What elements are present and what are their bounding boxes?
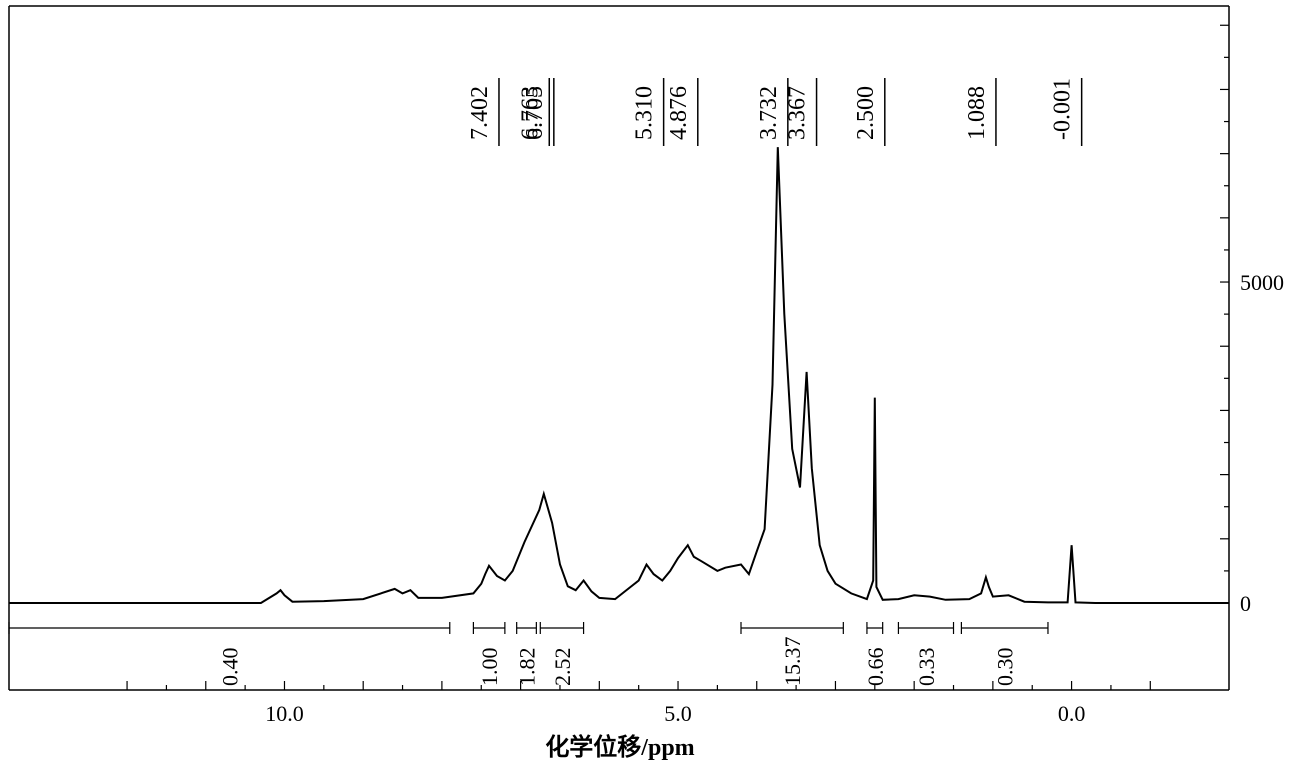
peak-label: 3.732	[756, 86, 782, 140]
x-tick-label: 0.0	[1058, 701, 1086, 726]
y-tick-label: 0	[1240, 591, 1251, 616]
peak-label: 2.500	[853, 86, 879, 140]
integration-value: 2.52	[550, 648, 575, 687]
y-tick-labels: 5000 0	[1240, 270, 1284, 616]
y-minor-ticks	[1220, 24, 1229, 604]
peak-label: 7.402	[467, 86, 493, 140]
x-minor-ticks	[126, 681, 1151, 690]
peak-label: 6.763	[517, 86, 543, 140]
integration-value: 15.37	[780, 637, 805, 687]
integration-value: 0.66	[863, 648, 888, 687]
integration-value: 0.30	[993, 647, 1018, 686]
peak-label: -0.001	[1050, 78, 1076, 140]
integration-value: 0.33	[914, 648, 939, 687]
spectrum-series-line	[9, 147, 1229, 604]
integration-regions: 0.40 1.00 1.82 2.52 15.37 0.66 0.33 0.30	[8, 622, 1049, 687]
x-tick-label: 10.0	[265, 701, 304, 726]
integration-value: 1.82	[515, 648, 540, 687]
peak-label: 3.367	[785, 86, 811, 140]
x-tick-label: 5.0	[664, 701, 692, 726]
integration-value: 0.40	[217, 648, 242, 687]
y-tick-label: 5000	[1240, 270, 1284, 295]
peak-label: 4.876	[666, 86, 692, 140]
x-tick-labels: 10.0 5.0 0.0	[265, 701, 1085, 726]
x-axis-title: 化学位移/ppm	[545, 733, 694, 761]
peak-label: 6.705	[522, 86, 548, 140]
peak-label: 1.088	[964, 86, 990, 140]
integration-value: 1.00	[477, 648, 502, 687]
peak-label: 5.310	[632, 86, 658, 140]
plot-frame	[8, 5, 1230, 691]
